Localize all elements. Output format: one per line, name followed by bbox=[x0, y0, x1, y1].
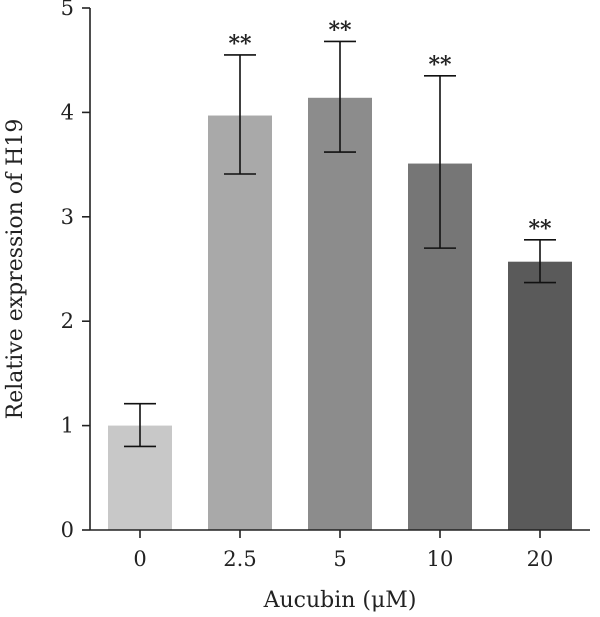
y-tick-label: 5 bbox=[61, 0, 74, 20]
y-axis-title: Relative expression of H19 bbox=[3, 119, 28, 420]
significance-label: ** bbox=[328, 17, 352, 43]
significance-label: ** bbox=[228, 31, 252, 57]
x-tick-label: 20 bbox=[527, 547, 554, 571]
error-bars bbox=[124, 40, 556, 448]
y-ticks: 0 1 2 3 4 5 bbox=[61, 0, 90, 542]
significance-label: ** bbox=[528, 216, 552, 242]
error-bar bbox=[324, 40, 356, 153]
bar bbox=[208, 115, 272, 531]
bars bbox=[108, 97, 572, 531]
x-tick-label: 2.5 bbox=[223, 547, 256, 571]
y-tick-label: 0 bbox=[61, 518, 74, 542]
y-tick-label: 3 bbox=[61, 205, 74, 229]
significance-label: ** bbox=[428, 52, 452, 78]
bar bbox=[508, 261, 572, 530]
x-ticks: 0 2.5 5 10 20 bbox=[133, 530, 553, 571]
x-tick-label: 0 bbox=[133, 547, 146, 571]
y-tick-label: 1 bbox=[61, 414, 74, 438]
error-bar bbox=[124, 402, 156, 448]
x-tick-label: 10 bbox=[427, 547, 454, 571]
error-bar bbox=[424, 75, 456, 249]
error-bar bbox=[224, 54, 256, 175]
bar bbox=[308, 97, 372, 530]
significance-labels: ** ** ** ** bbox=[228, 17, 552, 241]
y-tick-label: 4 bbox=[61, 100, 74, 124]
x-axis-title: Aucubin (μM) bbox=[263, 588, 417, 613]
x-tick-label: 5 bbox=[333, 547, 346, 571]
y-tick-label: 2 bbox=[61, 309, 74, 333]
error-bar bbox=[524, 238, 556, 284]
